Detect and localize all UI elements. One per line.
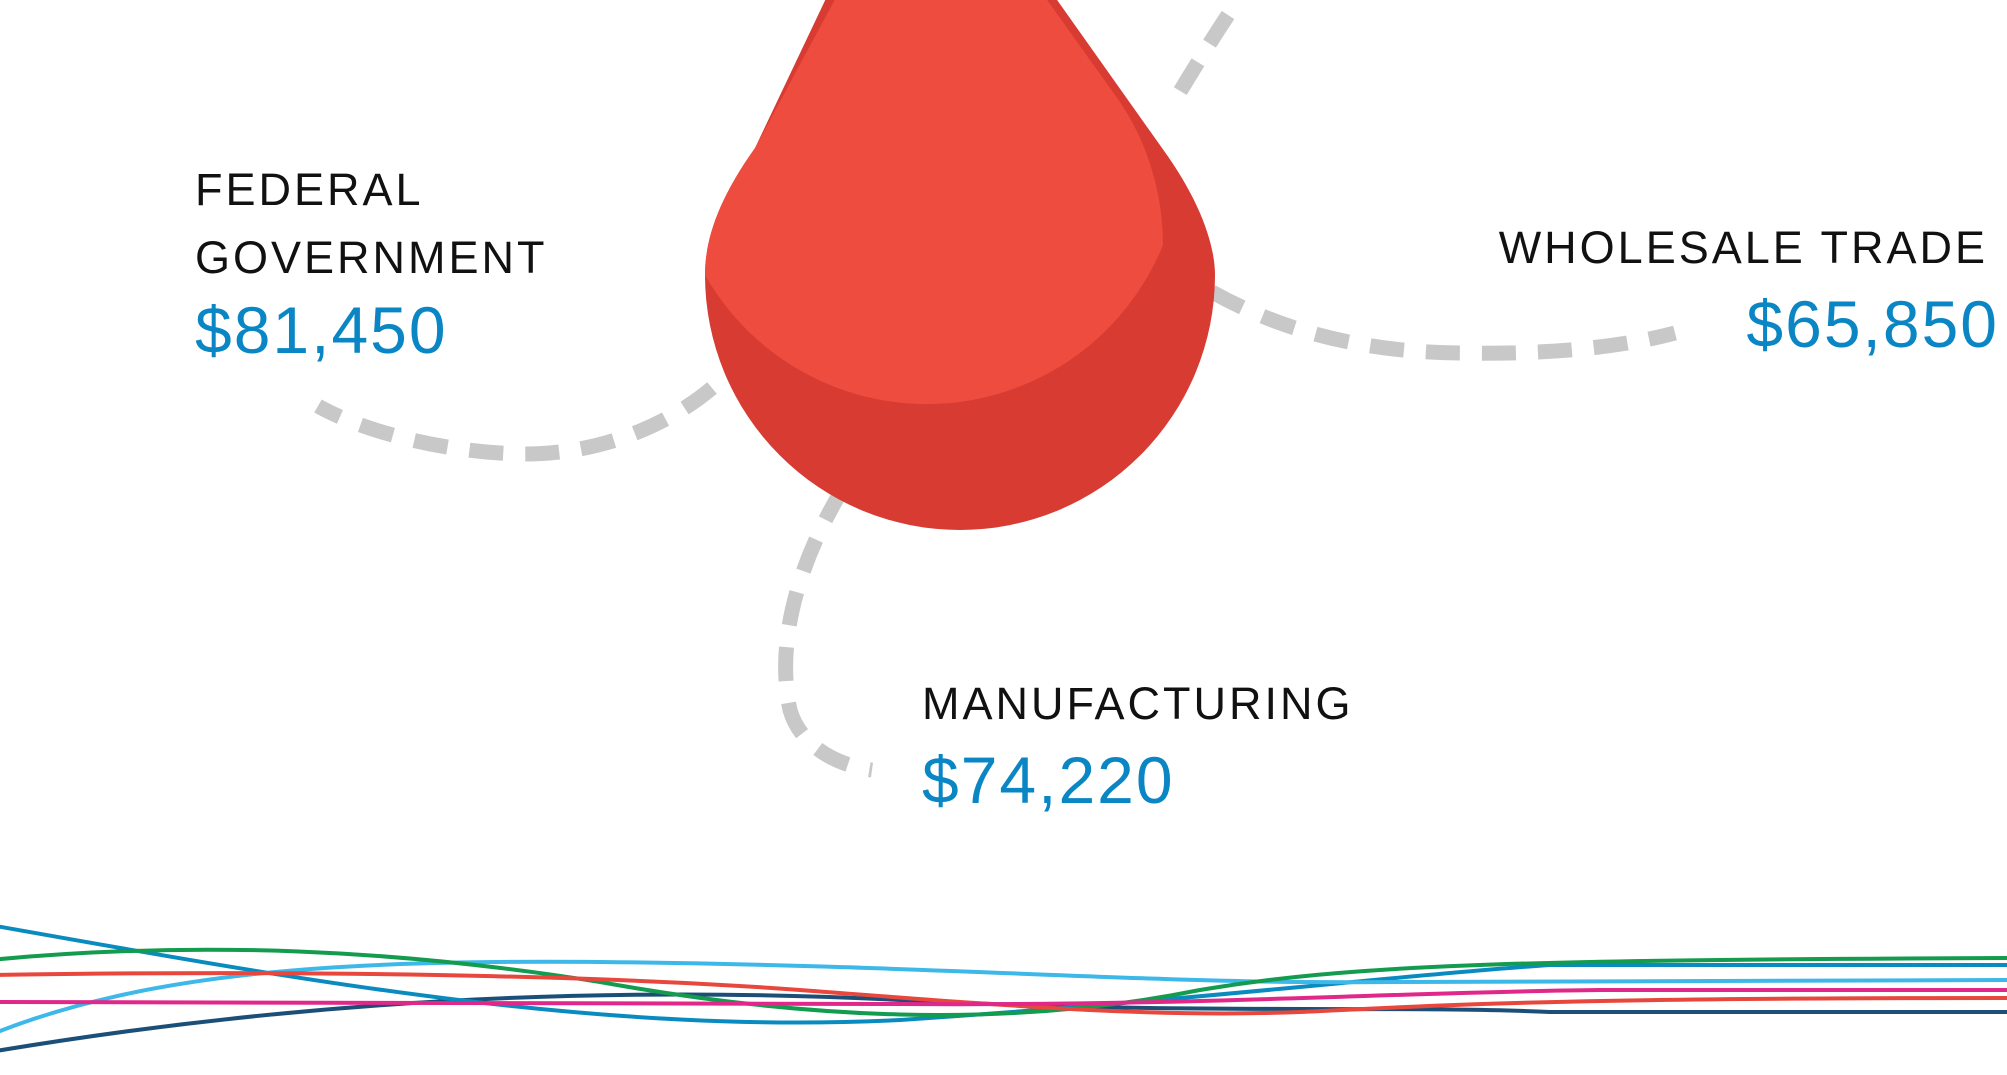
connector-top-right: [1165, 10, 1235, 109]
flow-line-red: [0, 971, 2007, 1016]
wholesale-trade-label: WHOLESALE TRADE: [1498, 222, 1988, 273]
wholesale-trade-amount: $65,850: [1746, 287, 1999, 361]
flowing-lines: [0, 924, 2007, 1053]
federal-label-line-1: FEDERAL: [195, 164, 424, 215]
flow-line-green: [0, 947, 2007, 1017]
water-drop-icon: [705, 0, 1215, 530]
manufacturing-label: MANUFACTURING: [922, 678, 1354, 729]
connector-manufacturing: [778, 486, 874, 778]
federal-government-label: FEDERAL GOVERNMENT: [195, 156, 548, 292]
federal-label-line-2: GOVERNMENT: [195, 232, 548, 283]
connector-wholesale: [1208, 285, 1677, 361]
federal-government-amount: $81,450: [195, 293, 448, 367]
connector-federal: [314, 382, 717, 462]
flow-line-pink: [0, 988, 2007, 1007]
drop-body: [705, 0, 1163, 405]
manufacturing-amount: $74,220: [922, 743, 1175, 817]
